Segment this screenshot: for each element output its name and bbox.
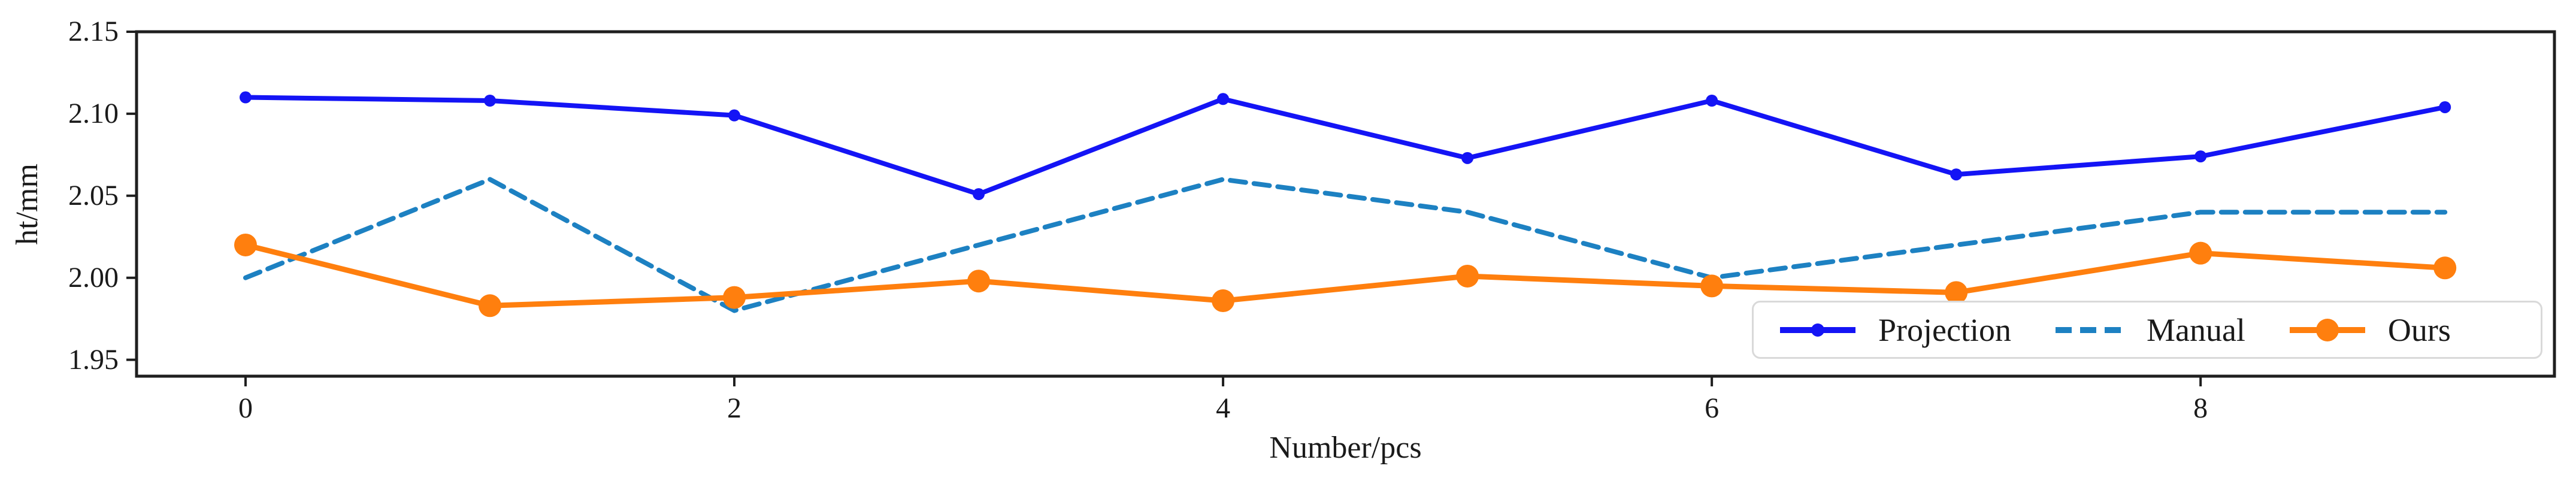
legend-item-ours: Ours xyxy=(2289,314,2451,346)
legend-label-projection: Projection xyxy=(1878,311,2011,348)
y-tick-label-4: 1.95 xyxy=(68,343,119,376)
x-tick-label-1: 2 xyxy=(727,392,742,424)
x-axis-label: Number/pcs xyxy=(1269,431,1422,465)
y-axis-label: ht/mm xyxy=(10,163,44,245)
x-tick-label-0: 0 xyxy=(238,392,253,424)
legend-box: Projection Manual Ours xyxy=(1752,301,2542,359)
legend-swatch-manual-icon xyxy=(2055,326,2124,333)
y-tick-label-3: 2.00 xyxy=(68,261,119,294)
legend-swatch-projection-icon xyxy=(1780,323,1855,337)
legend-label-ours: Ours xyxy=(2387,311,2451,348)
legend-item-manual: Manual xyxy=(2054,314,2245,346)
legend-swatch-ours-icon xyxy=(2289,318,2365,341)
y-tick-label-1: 2.10 xyxy=(68,97,119,129)
legend-item-projection: Projection xyxy=(1779,314,2011,346)
x-tick-label-2: 4 xyxy=(1216,392,1231,424)
y-tick-label-2: 2.05 xyxy=(68,179,119,211)
x-tick-label-3: 6 xyxy=(1705,392,1720,424)
y-tick-label-0: 2.15 xyxy=(68,16,119,47)
legend-label-manual: Manual xyxy=(2146,311,2245,348)
x-tick-label-4: 8 xyxy=(2193,392,2208,424)
